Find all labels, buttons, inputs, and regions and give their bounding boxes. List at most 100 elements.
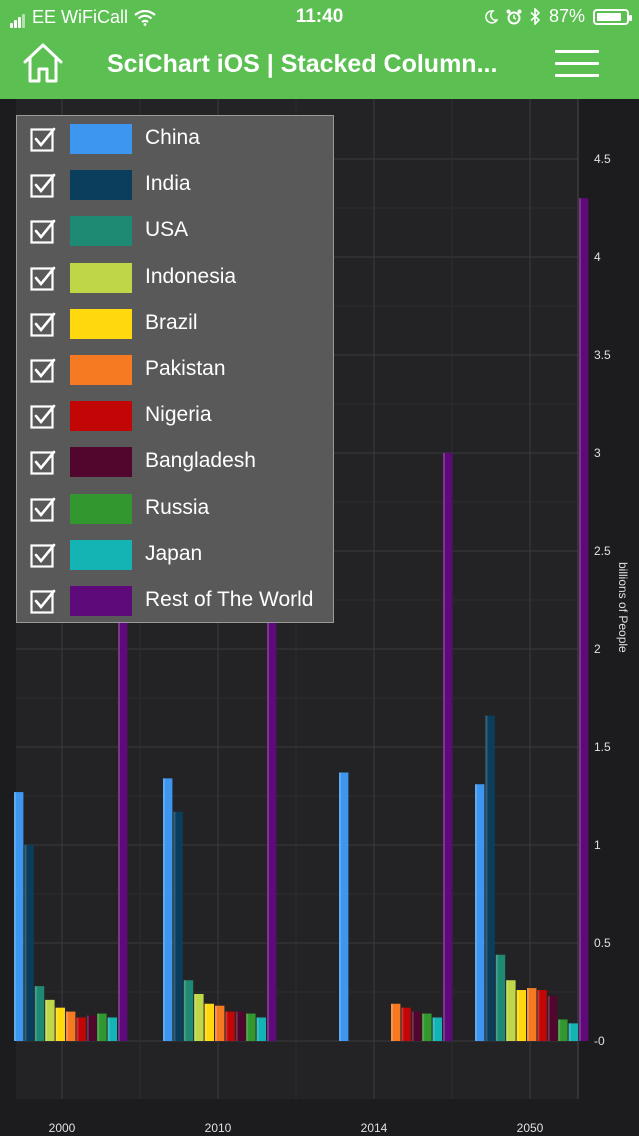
bar-highlight bbox=[183, 980, 186, 1041]
legend-label: Bangladesh bbox=[145, 449, 256, 473]
bar-highlight bbox=[267, 590, 269, 1041]
moon-icon bbox=[485, 9, 498, 24]
bar-russia bbox=[558, 1019, 568, 1041]
bar-pakistan bbox=[215, 1005, 225, 1041]
bar-highlight bbox=[475, 784, 477, 1041]
legend-label: Russia bbox=[145, 495, 210, 519]
bar-nigeria bbox=[537, 990, 547, 1041]
bar-highlight bbox=[194, 993, 197, 1041]
bar-pakistan bbox=[391, 1003, 401, 1041]
legend-swatch bbox=[70, 124, 132, 154]
bar-india bbox=[24, 845, 34, 1041]
checkbox-checked-icon[interactable] bbox=[30, 172, 56, 198]
y-tick-label: 1.5 bbox=[594, 740, 611, 754]
bar-brazil bbox=[55, 1007, 65, 1041]
bar-india bbox=[173, 811, 183, 1041]
bar-highlight bbox=[246, 1013, 249, 1041]
bar-highlight bbox=[34, 986, 37, 1041]
x-tick-label: 2050 bbox=[516, 1121, 544, 1135]
legend-swatch bbox=[70, 170, 132, 201]
bar-pakistan bbox=[527, 988, 537, 1041]
checkbox-checked-icon[interactable] bbox=[30, 542, 56, 568]
legend-item[interactable]: Russia bbox=[17, 486, 333, 532]
checkbox-checked-icon[interactable] bbox=[30, 126, 56, 152]
legend-swatch bbox=[70, 355, 132, 385]
bar-highlight bbox=[495, 954, 498, 1041]
legend-item[interactable]: China bbox=[17, 116, 333, 162]
bar-highlight bbox=[401, 1007, 404, 1041]
menu-line bbox=[555, 62, 599, 65]
bar-japan bbox=[568, 1023, 578, 1041]
bar-highlight bbox=[66, 1011, 68, 1041]
bar-pakistan bbox=[66, 1011, 76, 1041]
bar-bangladesh bbox=[411, 1011, 422, 1041]
legend-item[interactable]: Bangladesh bbox=[17, 439, 333, 485]
bar-japan bbox=[256, 1017, 266, 1041]
x-tick-label: 2014 bbox=[360, 1121, 388, 1135]
bar-highlight bbox=[55, 1007, 58, 1041]
legend-swatch bbox=[70, 401, 132, 432]
legend-item[interactable]: Pakistan bbox=[17, 347, 333, 393]
bar-highlight bbox=[579, 198, 581, 1041]
checkbox-checked-icon[interactable] bbox=[30, 449, 56, 475]
checkbox-checked-icon[interactable] bbox=[30, 496, 56, 522]
bar-highlight bbox=[235, 1011, 238, 1041]
app-header: EE WiFiCall 11:40 87% bbox=[0, 0, 639, 99]
page-title: SciChart iOS | Stacked Column... bbox=[107, 50, 498, 78]
legend-item[interactable]: Nigeria bbox=[17, 393, 333, 439]
bar-bangladesh bbox=[86, 1015, 97, 1041]
bar-highlight bbox=[204, 1003, 207, 1041]
carrier-label: EE WiFiCall bbox=[32, 7, 129, 27]
chart-legend[interactable]: China India USA Indonesia Brazil Pakistan Nige… bbox=[16, 115, 334, 623]
status-left: EE WiFiCall bbox=[10, 7, 156, 28]
bar-russia bbox=[97, 1013, 107, 1041]
checkbox-checked-icon[interactable] bbox=[30, 357, 56, 383]
bluetooth-icon bbox=[530, 8, 541, 25]
legend-item[interactable]: USA bbox=[17, 208, 333, 254]
bar-highlight bbox=[485, 715, 488, 1041]
bar-highlight bbox=[256, 1017, 259, 1041]
legend-item[interactable]: Indonesia bbox=[17, 255, 333, 301]
bar-usa bbox=[183, 980, 194, 1041]
legend-swatch bbox=[70, 216, 132, 247]
bar-highlight bbox=[391, 1003, 393, 1041]
bar-china bbox=[339, 772, 349, 1041]
checkbox-checked-icon[interactable] bbox=[30, 588, 56, 614]
checkbox-checked-icon[interactable] bbox=[30, 265, 56, 291]
legend-label: China bbox=[145, 126, 200, 149]
bar-highlight bbox=[173, 811, 176, 1041]
bar-highlight bbox=[516, 990, 519, 1041]
y-tick-label: 4 bbox=[594, 250, 601, 264]
bar-highlight bbox=[118, 570, 120, 1041]
legend-item[interactable]: Japan bbox=[17, 532, 333, 578]
bar-usa bbox=[34, 986, 45, 1041]
legend-item[interactable]: India bbox=[17, 162, 333, 208]
bar-highlight bbox=[422, 1013, 425, 1041]
legend-label: Brazil bbox=[145, 310, 198, 334]
status-right: 87% bbox=[484, 6, 632, 27]
legend-item[interactable]: Rest of The World bbox=[17, 578, 333, 624]
bar-bangladesh bbox=[235, 1011, 246, 1041]
battery-level bbox=[597, 12, 621, 21]
bar-nigeria bbox=[76, 1017, 86, 1041]
bar-indonesia bbox=[506, 980, 516, 1041]
home-icon[interactable] bbox=[22, 43, 64, 83]
bar-china bbox=[14, 792, 24, 1041]
checkbox-checked-icon[interactable] bbox=[30, 403, 56, 429]
bar-indonesia bbox=[45, 999, 55, 1041]
bar-highlight bbox=[215, 1005, 217, 1041]
legend-item[interactable]: Brazil bbox=[17, 301, 333, 347]
legend-swatch bbox=[70, 308, 132, 339]
x-tick-label: 2000 bbox=[48, 1121, 76, 1135]
status-bar: EE WiFiCall 11:40 87% bbox=[0, 0, 639, 34]
hamburger-menu-icon[interactable] bbox=[555, 50, 599, 78]
checkbox-checked-icon[interactable] bbox=[30, 218, 56, 244]
bar-highlight bbox=[568, 1023, 571, 1041]
legend-label: Nigeria bbox=[145, 403, 212, 427]
checkbox-checked-icon[interactable] bbox=[30, 311, 56, 337]
bar-highlight bbox=[527, 988, 529, 1041]
bar-highlight bbox=[76, 1017, 79, 1041]
bar-highlight bbox=[225, 1011, 228, 1041]
legend-swatch bbox=[70, 586, 132, 616]
legend-swatch bbox=[70, 493, 132, 524]
